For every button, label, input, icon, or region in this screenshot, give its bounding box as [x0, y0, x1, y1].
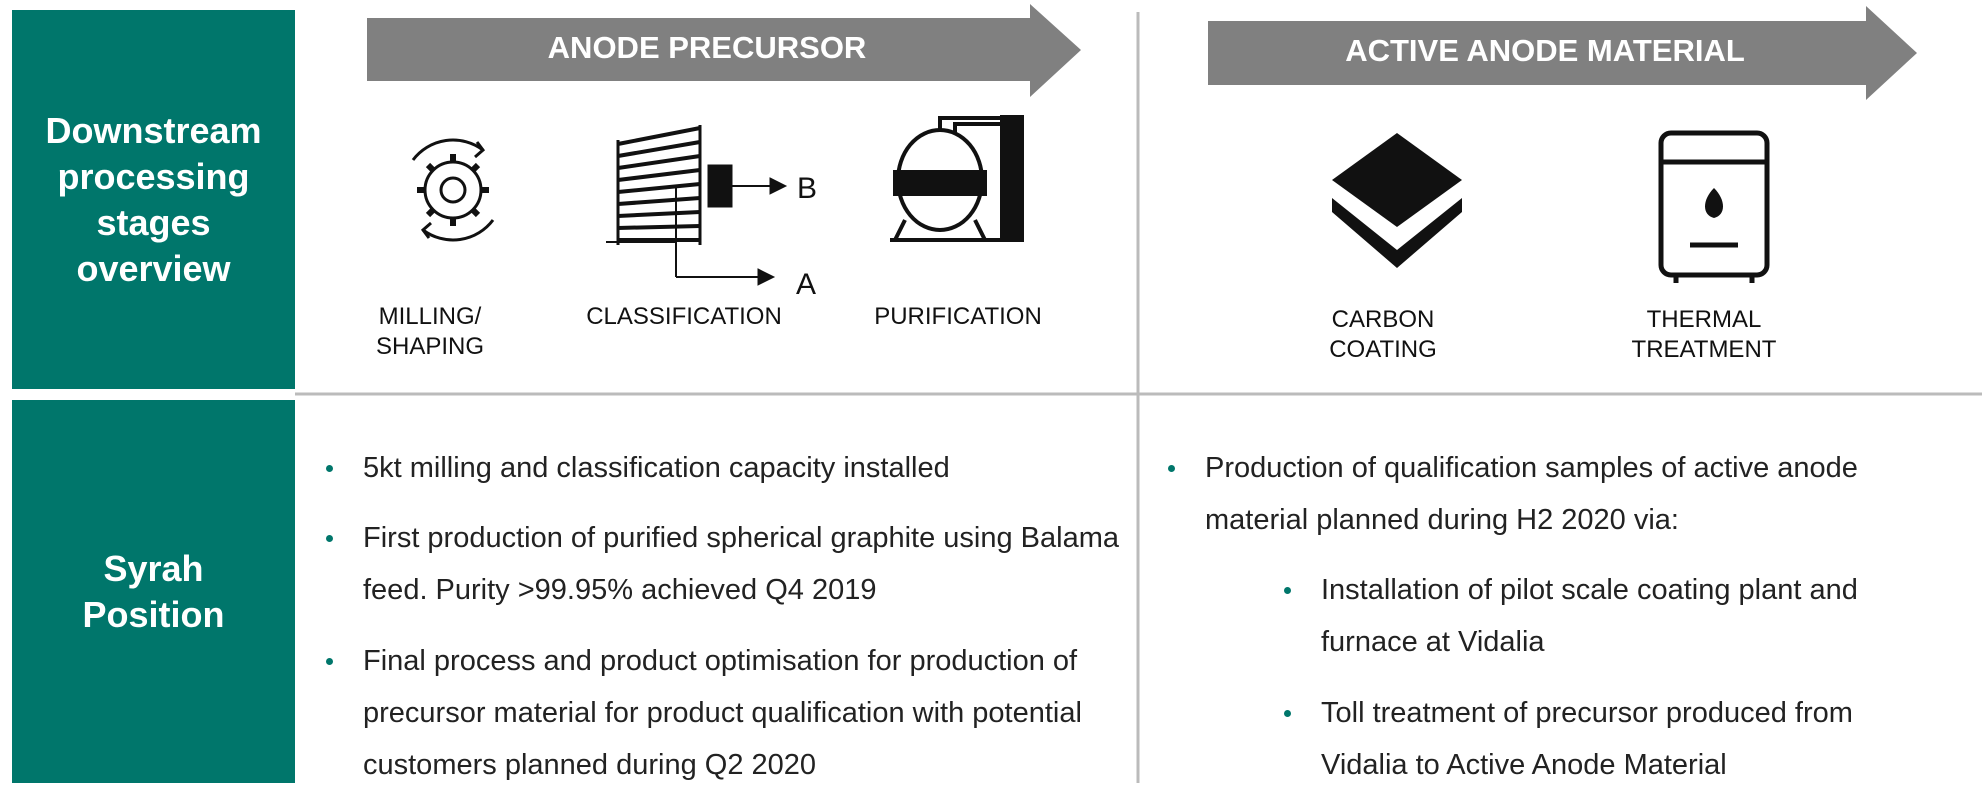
bullet: 5kt milling and classification capacity … [326, 442, 1133, 494]
bullet: Final process and product optimisation f… [326, 635, 1133, 791]
bullet: Installation of pilot scale coating plan… [1284, 564, 1941, 668]
arrow [367, 4, 1081, 97]
classification-icon [606, 125, 788, 286]
gear-icon [411, 138, 495, 242]
bullet: Production of qualification samples of a… [1168, 442, 1945, 546]
stage-label: THERMAL TREATMENT [1631, 306, 1777, 363]
coating-icon [1332, 133, 1462, 268]
purification-icon [890, 115, 1024, 242]
stage-label: CLASSIFICATION [586, 303, 782, 330]
section-title: ANODE PRECURSOR [547, 30, 867, 65]
bullet: Toll treatment of precursor produced fro… [1284, 687, 1941, 791]
stage-label: MILLING/ SHAPING [375, 303, 485, 360]
thermal-icon [1658, 130, 1770, 283]
row-header: Downstream processing stages overview [12, 10, 295, 389]
stage-label: PURIFICATION [874, 303, 1042, 330]
diagram-label: A [796, 268, 817, 301]
row-header: Syrah Position [12, 400, 295, 783]
diagram-label: B [797, 172, 818, 205]
arrow [1208, 6, 1917, 100]
section-title: ACTIVE ANODE MATERIAL [1345, 33, 1745, 68]
bullet: First production of purified spherical g… [326, 512, 1133, 616]
stage-label: CARBON COATING [1329, 306, 1437, 363]
